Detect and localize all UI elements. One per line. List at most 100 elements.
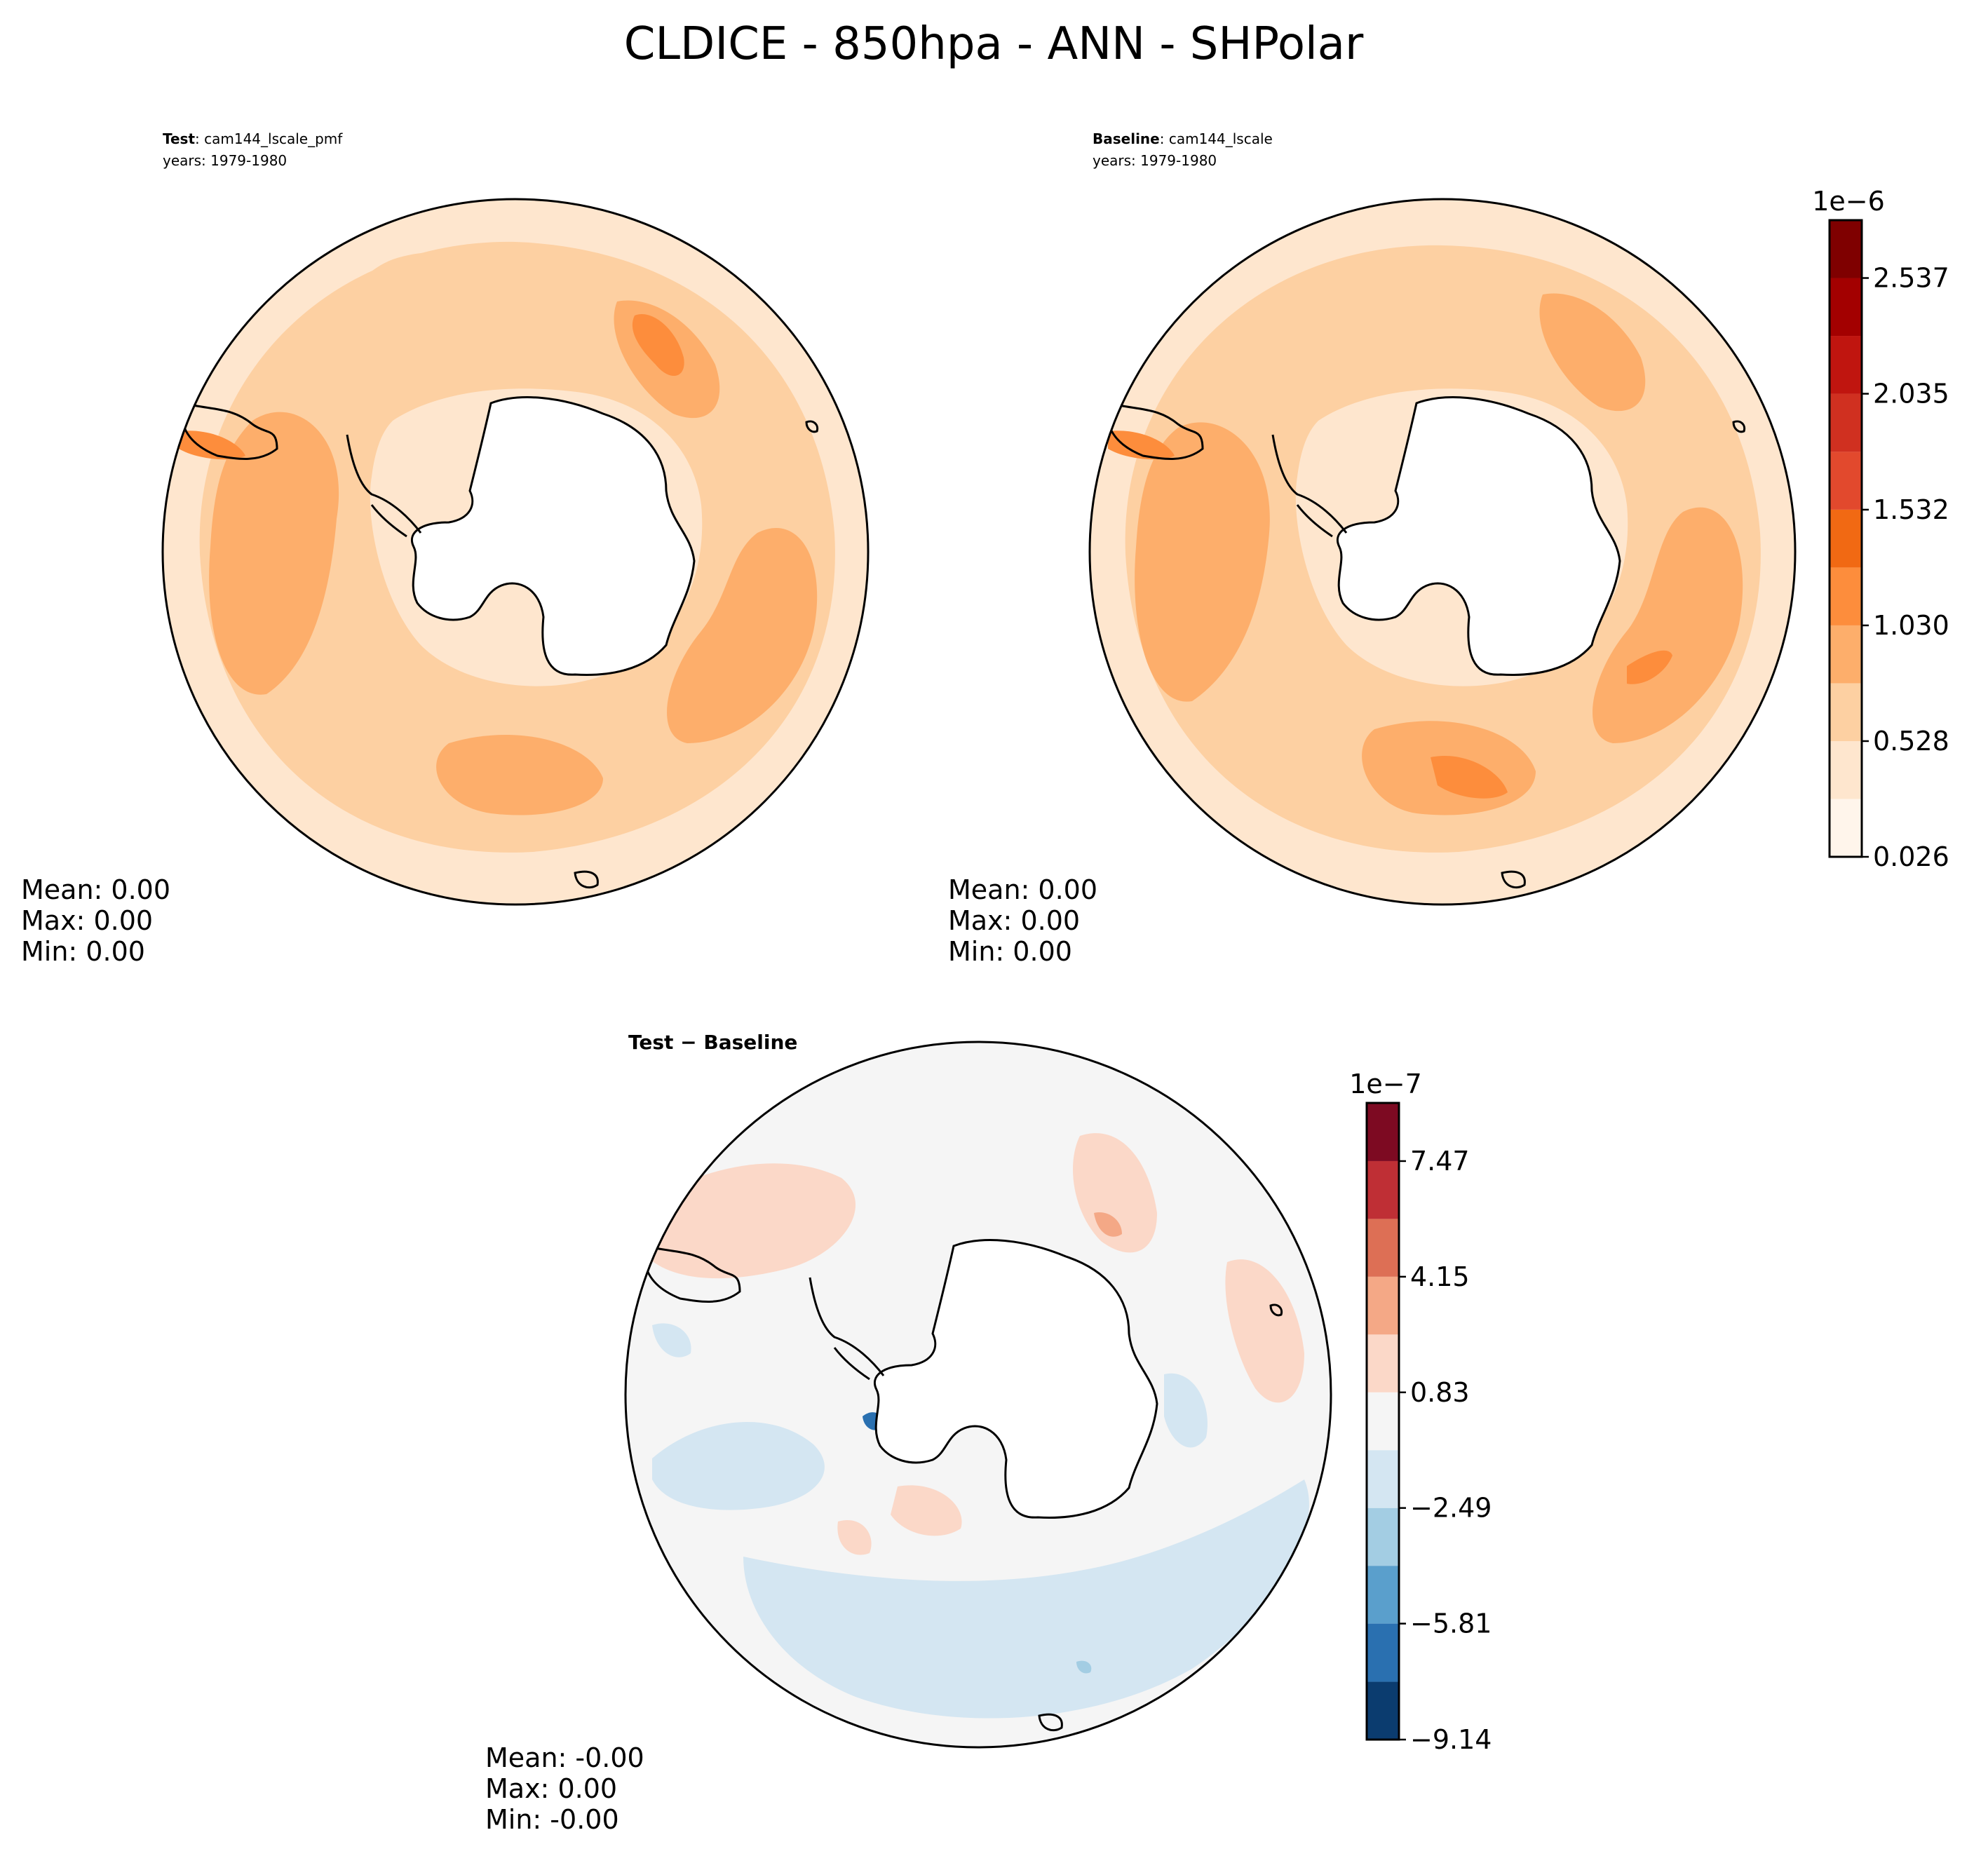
- panel-diff-label: Test − Baseline: [628, 1031, 797, 1054]
- map-diff-pos-1: [645, 1163, 856, 1279]
- panel-baseline-stat-max: Max: 0.00: [948, 905, 1080, 936]
- colorbar-0-segment-7: [1830, 393, 1862, 452]
- map-test-band-high-2: [179, 431, 245, 460]
- map-test-band-mid-1: [333, 252, 494, 404]
- colorbar-0-tick-label-3: 1.532: [1873, 494, 1949, 525]
- map-test-band-mid-2: [209, 412, 339, 695]
- colorbar-0-tick-label-1: 0.528: [1873, 726, 1949, 757]
- colorbar-0-segment-2: [1830, 683, 1862, 741]
- colorbar-1-segment-5: [1367, 1392, 1399, 1451]
- map-baseline-peninsula: [1271, 434, 1348, 538]
- map-baseline-south-america: [1107, 402, 1204, 460]
- colorbar-1-tick-label-2: −2.49: [1410, 1493, 1492, 1524]
- panel-baseline-label-rest: : cam144_lscale: [1160, 130, 1273, 147]
- colorbar-1-segment-0: [1367, 1681, 1399, 1740]
- panel-baseline-years: years: 1979-1980: [1093, 152, 1217, 169]
- colorbar-1-tick-label-5: 7.47: [1410, 1146, 1470, 1177]
- map-diff-pos-2: [1073, 1133, 1157, 1253]
- colorbar-test-baseline: 0.026 0.528 1.030 1.532 2.035 2.537 1e−6: [1812, 186, 1949, 872]
- map-diff-pos-4: [891, 1485, 962, 1536]
- colorbar-1-segment-1: [1367, 1623, 1399, 1682]
- colorbar-1-segment-4: [1367, 1450, 1399, 1508]
- colorbar-1-tick-label-0: −9.14: [1410, 1724, 1492, 1755]
- colorbar-1-tick-label-4: 4.15: [1410, 1261, 1470, 1292]
- map-test-island-2: [574, 870, 599, 889]
- colorbar-0-tick-label-4: 2.035: [1873, 379, 1949, 409]
- colorbar-1-segment-8: [1367, 1219, 1399, 1277]
- colorbar-1-segment-6: [1367, 1334, 1399, 1393]
- colorbar-0-segment-3: [1830, 625, 1862, 684]
- map-baseline-band-high-3: [1108, 431, 1175, 460]
- map-baseline-frame: [1088, 198, 1797, 906]
- colorbar-0-tick-label-5: 2.537: [1873, 263, 1949, 294]
- map-diff-island-2: [1038, 1713, 1063, 1732]
- colorbar-0-tick-label-0: 0.026: [1873, 841, 1949, 872]
- figure-title: CLDICE - 850hpa - ANN - SHPolar: [624, 18, 1364, 70]
- map-diff-neg-4: [652, 1323, 691, 1357]
- map-baseline-island-1: [1732, 420, 1746, 433]
- map-test-band-high-1: [632, 314, 684, 377]
- colorbar-1-segment-7: [1367, 1276, 1399, 1335]
- map-diff: [626, 1042, 1331, 1747]
- panel-test-years: years: 1979-1980: [163, 152, 287, 169]
- map-test-antarctica: [411, 396, 696, 676]
- map-diff-neg-2: [743, 1479, 1309, 1719]
- panel-diff-stat-min: Min: -0.00: [485, 1804, 619, 1835]
- map-baseline-island-2: [1501, 870, 1526, 889]
- panel-baseline-label: Baseline: cam144_lscale: [1093, 130, 1273, 147]
- colorbar-1-tick-label-1: −5.81: [1410, 1608, 1492, 1639]
- map-test-band-mid-3: [667, 527, 818, 743]
- panel-baseline: Baseline: cam144_lscale years: 1979-1980…: [948, 130, 1797, 967]
- map-diff-antarctica: [874, 1239, 1158, 1519]
- panel-test-stat-mean: Mean: 0.00: [21, 874, 170, 905]
- map-diff-frame: [624, 1041, 1332, 1749]
- colorbar-1-tick-label-3: 0.83: [1410, 1377, 1470, 1408]
- map-baseline-antarctica: [1337, 396, 1621, 676]
- colorbar-0-tick-label-2: 1.030: [1873, 610, 1949, 641]
- colorbar-1-segment-9: [1367, 1160, 1399, 1219]
- panel-baseline-stat-min: Min: 0.00: [948, 936, 1072, 967]
- map-diff-pos-3: [1225, 1259, 1304, 1403]
- map-baseline-band-mid-1: [1135, 422, 1270, 702]
- panel-diff-stat-mean: Mean: -0.00: [485, 1742, 644, 1773]
- map-test-peninsula: [346, 434, 422, 538]
- panel-test-label-bold: Test: [163, 130, 195, 147]
- map-baseline-band-mid-2: [1593, 507, 1743, 743]
- colorbar-1-segment-10: [1367, 1103, 1399, 1161]
- panel-test-stat-min: Min: 0.00: [21, 936, 145, 967]
- map-diff-pos-6: [1094, 1212, 1122, 1237]
- colorbar-0-segment-8: [1830, 336, 1862, 394]
- colorbar-0-segment-5: [1830, 509, 1862, 568]
- colorbar-1-frame: [1365, 1102, 1400, 1741]
- panel-baseline-stat-mean: Mean: 0.00: [948, 874, 1097, 905]
- map-diff-peninsula: [809, 1277, 885, 1381]
- panel-test: Test: cam144_lscale_pmf years: 1979-1980…: [21, 130, 870, 967]
- panel-diff-stat-max: Max: 0.00: [485, 1773, 617, 1804]
- map-baseline-band-high-1: [1431, 756, 1508, 799]
- map-baseline: [1090, 199, 1795, 904]
- colorbar-0-segment-1: [1830, 740, 1862, 799]
- colorbar-1-segment-2: [1367, 1566, 1399, 1624]
- map-diff-south-america: [644, 1245, 741, 1303]
- colorbar-1-segment-3: [1367, 1507, 1399, 1566]
- map-test: [163, 199, 868, 904]
- colorbar-0-exponent: 1e−6: [1812, 186, 1885, 217]
- colorbar-0-frame: [1828, 219, 1863, 858]
- map-baseline-band-high-2: [1627, 650, 1672, 684]
- map-diff-island-1: [1269, 1303, 1283, 1317]
- map-test-south-america: [181, 402, 278, 460]
- colorbar-diff: −9.14 −5.81 −2.49 0.83 4.15 7.47 1e−7: [1349, 1069, 1492, 1755]
- panel-test-label-rest: : cam144_lscale_pmf: [195, 130, 343, 147]
- map-test-island-1: [805, 420, 819, 433]
- colorbar-0-segment-0: [1830, 799, 1862, 857]
- map-diff-neg-3: [1164, 1373, 1208, 1448]
- map-test-band-mid-4: [436, 735, 603, 815]
- panel-baseline-label-bold: Baseline: [1093, 130, 1160, 147]
- colorbar-0-segment-9: [1830, 278, 1862, 337]
- colorbar-0-segment-10: [1830, 220, 1862, 278]
- panel-test-label: Test: cam144_lscale_pmf: [163, 130, 343, 147]
- map-diff-neg-1: [652, 1421, 825, 1510]
- panel-diff: Test − Baseline Mean: -0.00 Max: 0.00 Mi…: [485, 1031, 1332, 1835]
- colorbar-1-exponent: 1e−7: [1349, 1069, 1422, 1099]
